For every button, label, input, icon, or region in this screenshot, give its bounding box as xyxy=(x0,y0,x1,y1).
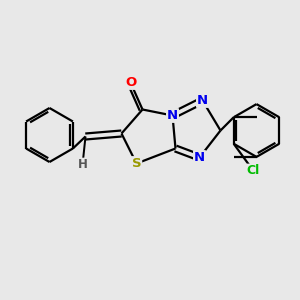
Text: Cl: Cl xyxy=(247,164,260,178)
Text: N: N xyxy=(197,94,208,107)
Text: N: N xyxy=(167,109,178,122)
Text: H: H xyxy=(78,158,87,172)
Text: S: S xyxy=(132,157,141,170)
Text: O: O xyxy=(125,76,136,89)
Text: N: N xyxy=(194,151,205,164)
